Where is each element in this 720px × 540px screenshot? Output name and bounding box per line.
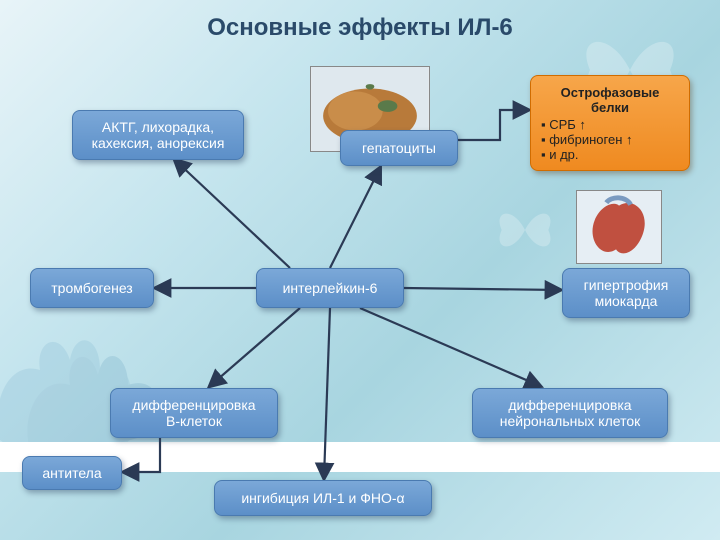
node-label: антитела xyxy=(42,465,101,481)
acute-phase-line: ▪ и др. xyxy=(541,147,579,162)
node-label: гепатоциты xyxy=(362,140,436,156)
heart-image xyxy=(576,190,662,264)
node-label: ингибиция ИЛ-1 и ФНО-α xyxy=(241,490,404,506)
acute-phase-line: ▪ фибриноген ↑ xyxy=(541,132,633,147)
node-neuronal-diff: дифференцировка нейрональных клеток xyxy=(472,388,668,438)
acute-phase-line: ▪ СРБ ↑ xyxy=(541,117,586,132)
node-bcell-diff: дифференцировка В-клеток xyxy=(110,388,278,438)
node-label: дифференцировка В-клеток xyxy=(132,397,255,429)
node-hepatocytes: гепатоциты xyxy=(340,130,458,166)
page-title: Основные эффекты ИЛ-6 xyxy=(0,14,720,42)
node-il6-center: интерлейкин-6 xyxy=(256,268,404,308)
node-inhibition: ингибиция ИЛ-1 и ФНО-α xyxy=(214,480,432,516)
node-aktg: АКТГ, лихорадка, кахексия, анорексия xyxy=(72,110,244,160)
node-antibodies: антитела xyxy=(22,456,122,490)
node-label: гипертрофия миокарда xyxy=(584,277,669,309)
node-hypertrophy: гипертрофия миокарда xyxy=(562,268,690,318)
node-label: дифференцировка нейрональных клеток xyxy=(500,397,641,429)
butterfly-decor-2 xyxy=(490,200,560,260)
node-label: тромбогенез xyxy=(51,280,132,296)
node-thrombogenesis: тромбогенез xyxy=(30,268,154,308)
node-label: интерлейкин-6 xyxy=(283,280,378,296)
node-label: АКТГ, лихорадка, кахексия, анорексия xyxy=(92,119,225,151)
acute-phase-header: Острофазовые белки xyxy=(541,85,679,115)
node-acute-phase: Острофазовые белки ▪ СРБ ↑ ▪ фибриноген … xyxy=(530,75,690,171)
